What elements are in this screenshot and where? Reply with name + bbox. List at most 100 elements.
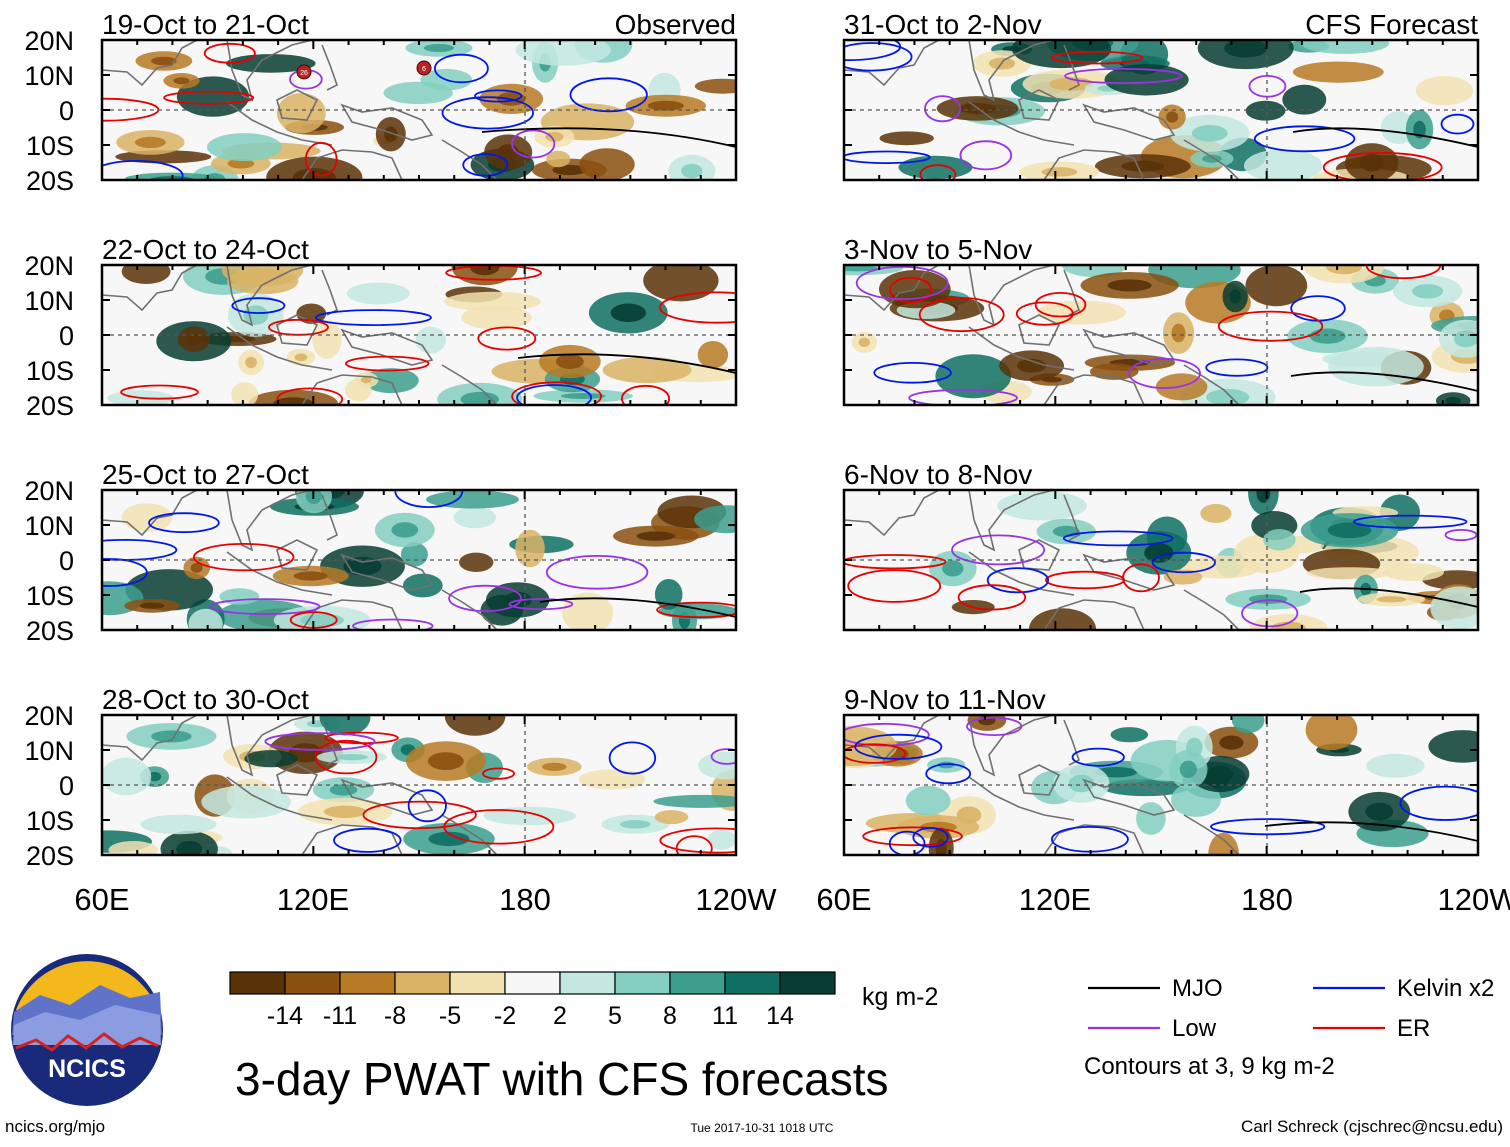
lat-label: 0 xyxy=(59,321,74,351)
colorbar-swatch xyxy=(230,972,285,994)
pwat-anomaly-core xyxy=(620,820,651,829)
pwat-anomaly-core xyxy=(1230,289,1241,303)
pwat-anomaly-core xyxy=(542,763,567,771)
pwat-anomaly-core xyxy=(1207,766,1233,782)
pwat-anomaly-blob xyxy=(997,491,1087,520)
pwat-anomaly-blob xyxy=(231,382,258,407)
panel-date-label: 25-Oct to 27-Oct xyxy=(102,459,309,490)
panel-date-label: 6-Nov to 8-Nov xyxy=(844,459,1032,490)
colorbar-tick-label: 2 xyxy=(553,1002,567,1030)
lat-label: 20N xyxy=(24,701,74,731)
pwat-anomaly-core xyxy=(424,44,454,52)
pwat-anomaly-blob xyxy=(1136,802,1166,835)
lon-label: 120W xyxy=(696,882,778,917)
pwat-anomaly-blob xyxy=(1246,101,1286,121)
pwat-anomaly-core xyxy=(556,354,584,369)
panel-date-label: 19-Oct to 21-Oct xyxy=(102,9,309,40)
pwat-anomaly-blob xyxy=(1416,76,1474,105)
lat-label: 20S xyxy=(26,391,74,421)
pwat-anomaly-blob xyxy=(1293,62,1384,83)
lat-label: 10N xyxy=(24,286,74,316)
pwat-anomaly-core xyxy=(330,784,358,795)
pwat-anomaly-blob xyxy=(695,79,751,94)
footer-credit: Carl Schreck (cjschrec@ncsu.edu) xyxy=(1241,1117,1503,1136)
pwat-anomaly-core xyxy=(1172,324,1186,343)
lat-label: 20N xyxy=(24,26,74,56)
pwat-anomaly-blob xyxy=(880,131,934,145)
lat-label: 0 xyxy=(59,546,74,576)
pwat-anomaly-blob xyxy=(109,841,159,859)
pwat-anomaly-blob xyxy=(101,758,151,796)
pwat-anomaly-core xyxy=(135,137,166,148)
pwat-anomaly-blob xyxy=(122,503,173,531)
colorbar-swatch xyxy=(670,972,725,994)
pwat-anomaly-blob xyxy=(579,769,646,789)
lat-label: 10N xyxy=(24,61,74,91)
pwat-anomaly-core xyxy=(561,393,606,399)
panel-date-label: 3-Nov to 5-Nov xyxy=(844,234,1032,265)
pwat-anomaly-core xyxy=(1180,761,1197,778)
pwat-anomaly-core xyxy=(1206,389,1249,406)
colorbar-tick-label: -14 xyxy=(267,1002,303,1030)
pwat-anomaly-blob xyxy=(277,93,326,133)
pwat-anomaly-blob xyxy=(1306,567,1393,579)
lon-label: 120E xyxy=(277,882,349,917)
pwat-anomaly-blob xyxy=(454,507,497,528)
lat-label: 0 xyxy=(59,96,74,126)
footer-url: ncics.org/mjo xyxy=(5,1117,105,1136)
colorbar-tick-label: -2 xyxy=(494,1002,516,1030)
lat-label: 10N xyxy=(24,511,74,541)
pwat-anomaly-core xyxy=(1360,154,1384,172)
figure-title: 3-day PWAT with CFS forecasts xyxy=(235,1053,889,1105)
lat-label: 20N xyxy=(24,251,74,281)
legend-label: ER xyxy=(1397,1015,1430,1042)
lat-label: 20S xyxy=(26,841,74,871)
lon-label: 60E xyxy=(74,882,129,917)
panel-date-label: 28-Oct to 30-Oct xyxy=(102,684,309,715)
pwat-anomaly-core xyxy=(1257,483,1271,503)
lat-label: 10S xyxy=(26,356,74,386)
panel-date-label: 31-Oct to 2-Nov xyxy=(844,9,1042,40)
pwat-anomaly-core xyxy=(1310,329,1346,344)
pwat-anomaly-blob xyxy=(320,699,371,735)
pwat-anomaly-blob xyxy=(1428,730,1497,763)
colorbar-swatch xyxy=(725,972,780,994)
lon-label: 180 xyxy=(1241,882,1293,917)
pwat-anomaly-blob xyxy=(347,283,410,305)
legend-label: MJO xyxy=(1172,975,1223,1002)
pwat-anomaly-core xyxy=(681,164,702,178)
colorbar-swatch xyxy=(505,972,560,994)
pwat-anomaly-blob xyxy=(416,327,446,354)
colorbar-units: kg m-2 xyxy=(862,983,938,1011)
pwat-anomaly-blob xyxy=(698,341,728,368)
pwat-anomaly-blob xyxy=(459,553,493,572)
pwat-anomaly-core xyxy=(295,354,308,362)
pwat-anomaly-core xyxy=(1192,125,1228,142)
pwat-anomaly-blob xyxy=(906,786,951,815)
colorbar-tick-label: -8 xyxy=(384,1002,406,1030)
pwat-anomaly-core xyxy=(1412,284,1443,298)
pwat-anomaly-core xyxy=(1365,803,1393,821)
legend-note: Contours at 3, 9 kg m-2 xyxy=(1084,1053,1335,1080)
colorbar-tick-label: 8 xyxy=(663,1002,677,1030)
pwat-anomaly-blob xyxy=(655,810,689,824)
pwat-anomaly-blob xyxy=(244,750,297,767)
colorbar-tick-label: 11 xyxy=(712,1002,738,1030)
pwat-anomaly-core xyxy=(173,77,189,84)
colorbar-swatch xyxy=(780,972,835,994)
pwat-anomaly-core xyxy=(1326,259,1362,274)
pwat-anomaly-core xyxy=(1219,736,1243,750)
pwat-anomaly-core xyxy=(428,752,464,770)
pwat-anomaly-blob xyxy=(141,815,217,835)
pwat-anomaly-blob xyxy=(1111,727,1149,742)
pwat-anomaly-blob xyxy=(1328,347,1424,387)
pwat-anomaly-blob xyxy=(579,148,634,180)
